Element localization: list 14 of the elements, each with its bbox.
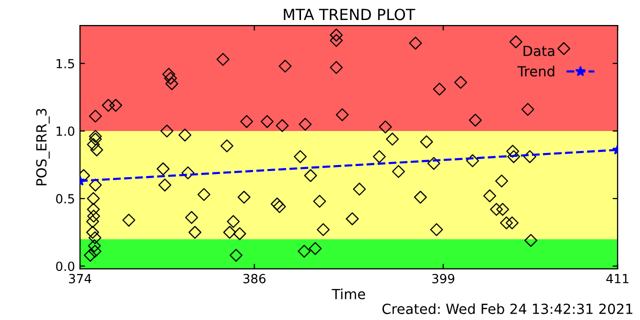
y-tick-label: 1.5 [56,59,74,68]
text: Created: Wed Feb 24 13:42:31 2021 [382,303,632,314]
x-tick-label: 386 [243,274,266,284]
y-tick-label: 1.0 [56,126,74,136]
legend-label: Trend [517,66,554,77]
y-axis-title: POS_ERR_3 [36,108,50,186]
y-tick-label: 0.0 [56,262,74,272]
chart-title: MTA TREND PLOT [284,8,416,20]
x-tick-label: 411 [606,274,628,284]
x-tick-label: 374 [69,274,92,284]
x-tick-label: 399 [432,274,454,284]
x-axis-title: Time [332,288,366,300]
y-tick-label: 0.5 [56,194,74,204]
series-label: Data [524,46,554,56]
